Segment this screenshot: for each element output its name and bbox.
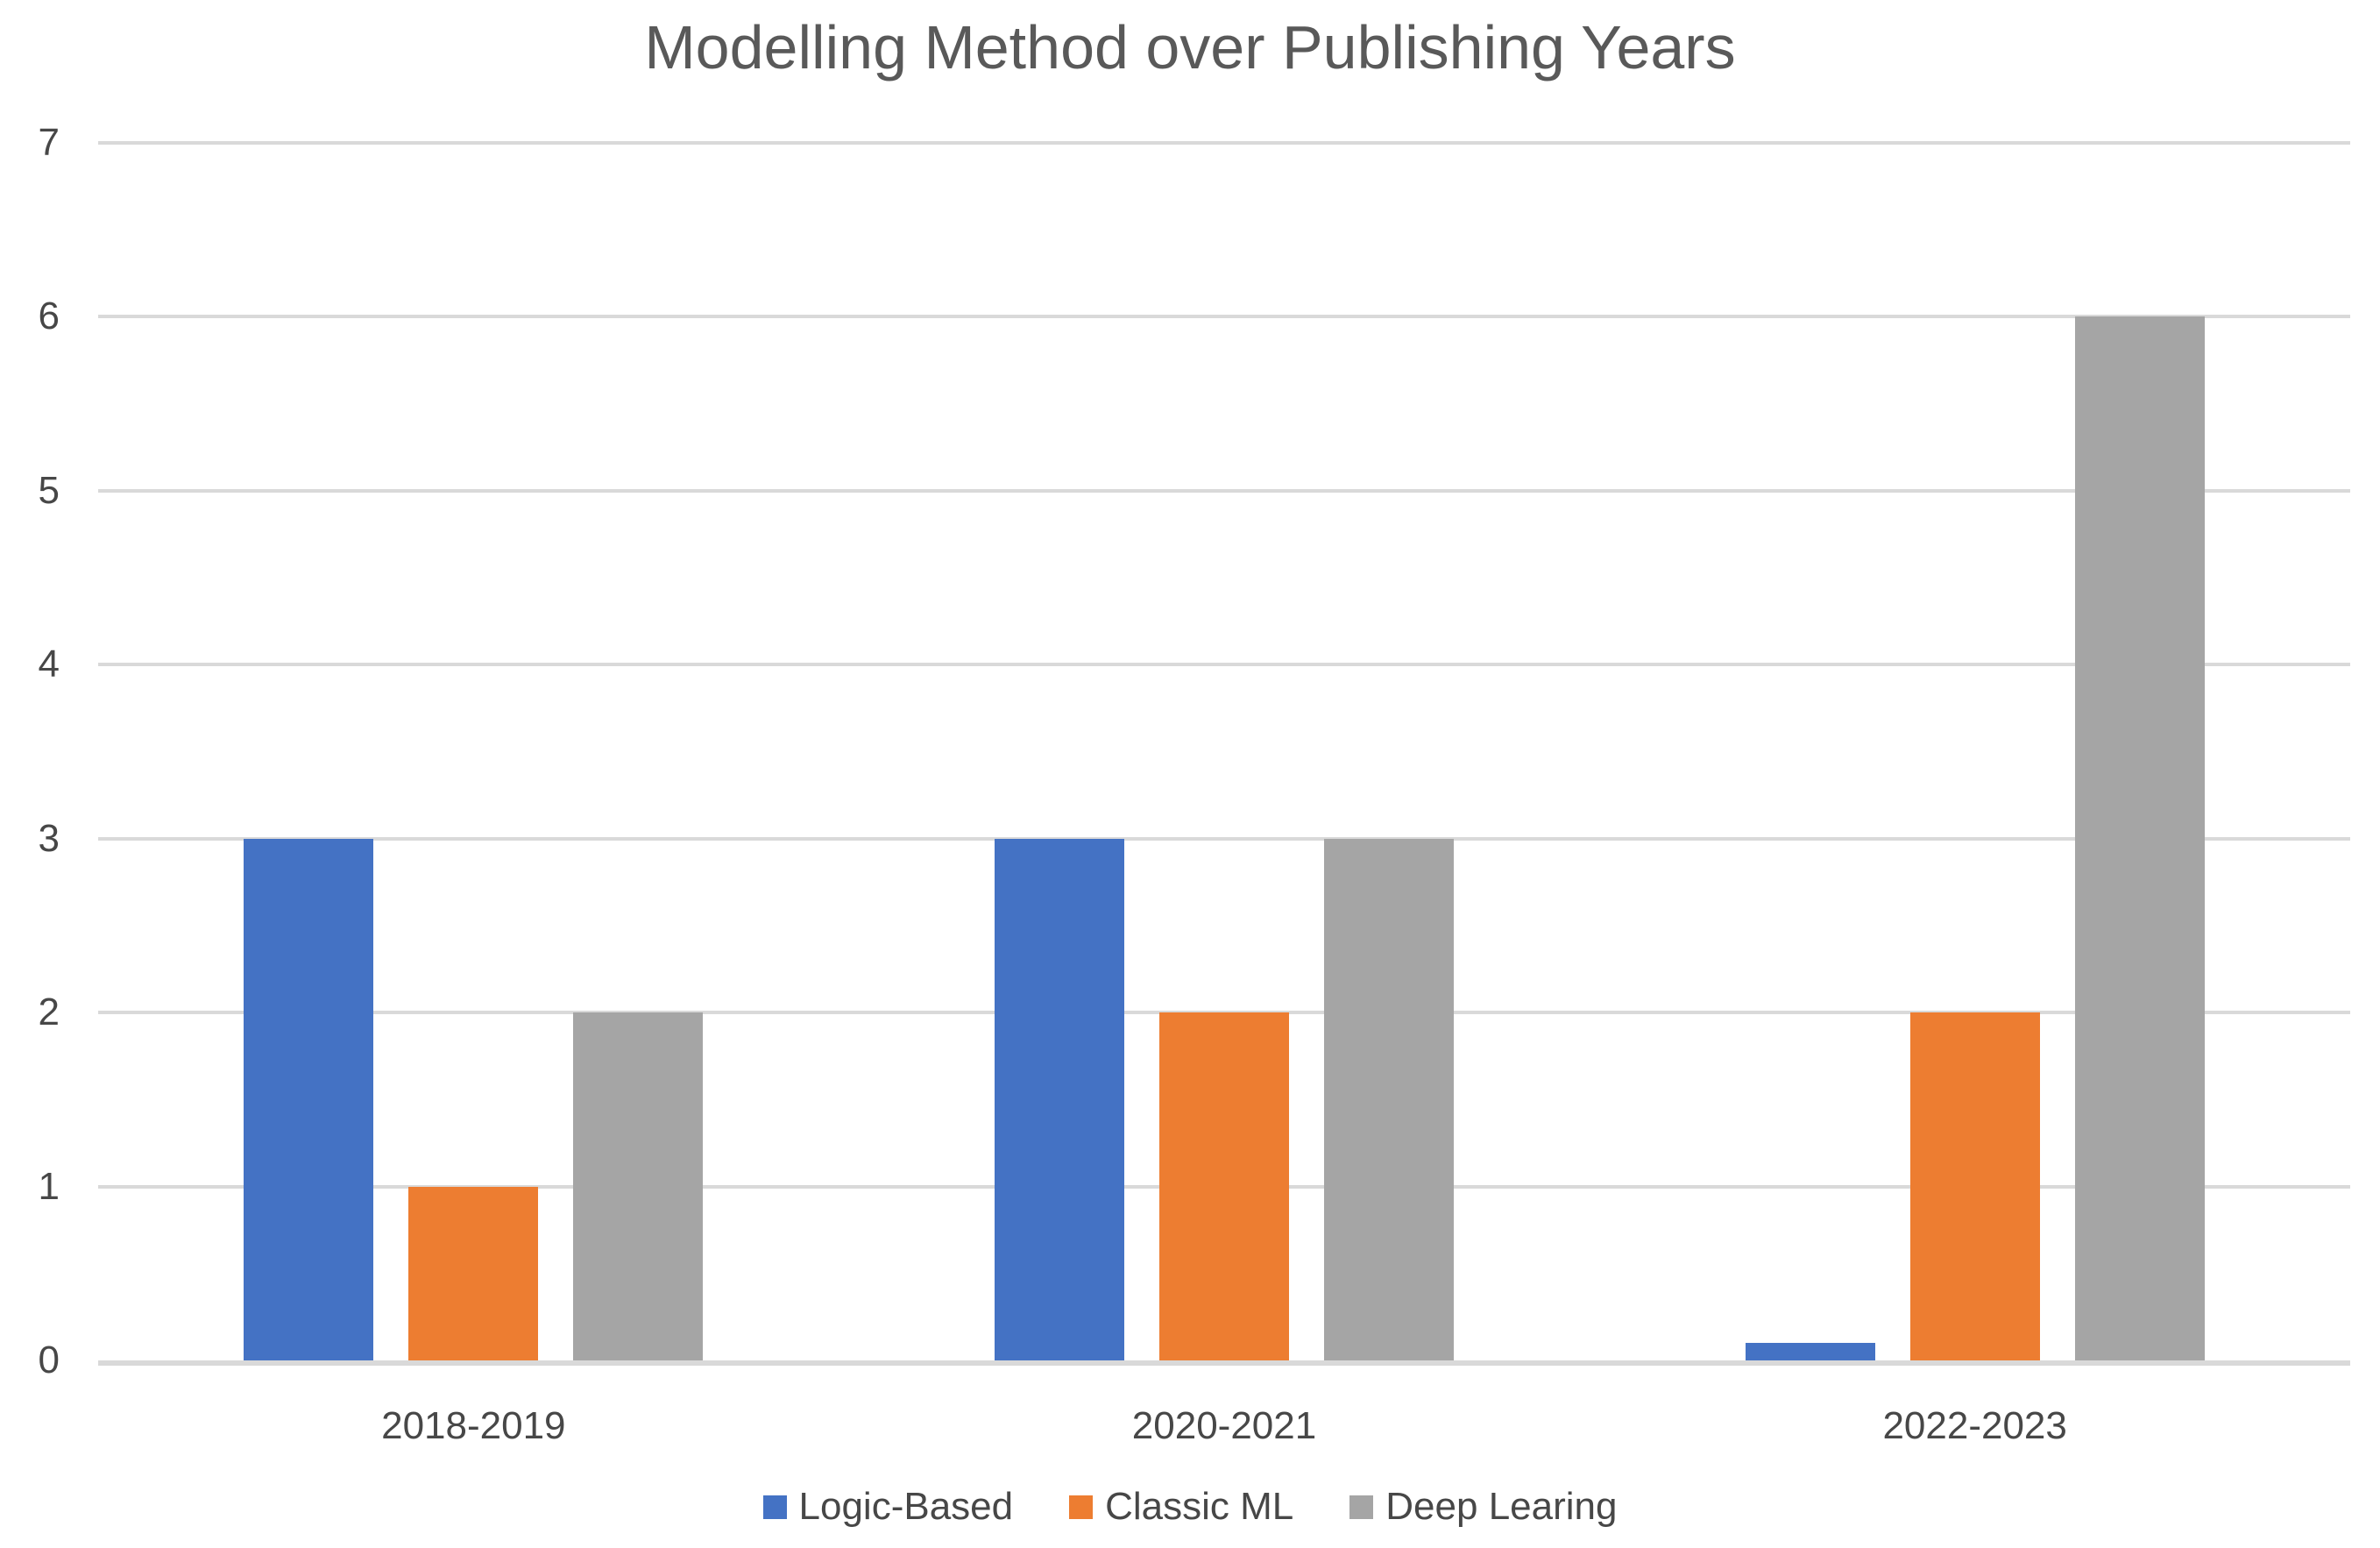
bar-classic-ml-2020-2021 [1159, 1012, 1289, 1360]
plot-area: 0 1 2 3 4 5 6 7 2018-2019 2020-2021 2022-2023 [39, 124, 2350, 1447]
legend-marker-icon-classic-ml [1069, 1495, 1094, 1519]
gridline-4 [98, 663, 2350, 667]
gridline-6 [98, 315, 2350, 319]
bar-classic-ml-2022-2023 [1909, 1012, 2040, 1360]
bar-deep-learing-2020-2021 [1324, 838, 1454, 1360]
y-axis-tick-label-6: 6 [38, 295, 60, 338]
y-axis-tick-label-2: 2 [38, 991, 60, 1034]
gridline-7 [98, 141, 2350, 145]
legend: Logic-Based Classic ML Deep Learing [0, 1485, 2380, 1529]
legend-label-logic-based: Logic-Based [798, 1485, 1014, 1528]
legend-item-deep-learing: Deep Learing [1349, 1485, 1617, 1529]
gridline-2 [98, 1011, 2350, 1015]
gridline-5 [98, 488, 2350, 493]
legend-marker-icon-deep-learing [1349, 1495, 1374, 1519]
gridline-3 [98, 836, 2350, 841]
legend-label-deep-learing: Deep Learing [1385, 1485, 1618, 1528]
bar-logic-based-2018-2019 [244, 838, 374, 1360]
y-axis-tick-label-5: 5 [38, 468, 60, 512]
bar-logic-based-2022-2023 [1745, 1343, 1875, 1360]
bar-deep-learing-2018-2019 [573, 1012, 704, 1360]
chart-title: Modelling Method over Publishing Years [644, 13, 1736, 82]
x-axis-category-label-2018-2019: 2018-2019 [381, 1404, 566, 1447]
y-axis-tick-label-1: 1 [38, 1164, 60, 1208]
y-axis-tick-label-7: 7 [38, 121, 60, 164]
y-axis-tick-label-3: 3 [38, 816, 60, 860]
legend-item-classic-ml: Classic ML [1069, 1485, 1293, 1529]
legend-item-logic-based: Logic-Based [762, 1485, 1014, 1529]
legend-label-classic-ml: Classic ML [1105, 1485, 1294, 1528]
x-axis-category-label-2022-2023: 2022-2023 [1882, 1404, 2067, 1447]
x-axis-category-label-2020-2021: 2020-2021 [1131, 1404, 1317, 1447]
bar-deep-learing-2022-2023 [2074, 316, 2205, 1360]
y-axis-tick-label-0: 0 [38, 1339, 60, 1381]
bar-logic-based-2020-2021 [995, 838, 1124, 1360]
x-axis-line [98, 1360, 2350, 1366]
legend-marker-icon-logic-based [762, 1495, 787, 1519]
bar-classic-ml-2018-2019 [408, 1186, 539, 1360]
y-axis-tick-label-4: 4 [38, 643, 60, 686]
